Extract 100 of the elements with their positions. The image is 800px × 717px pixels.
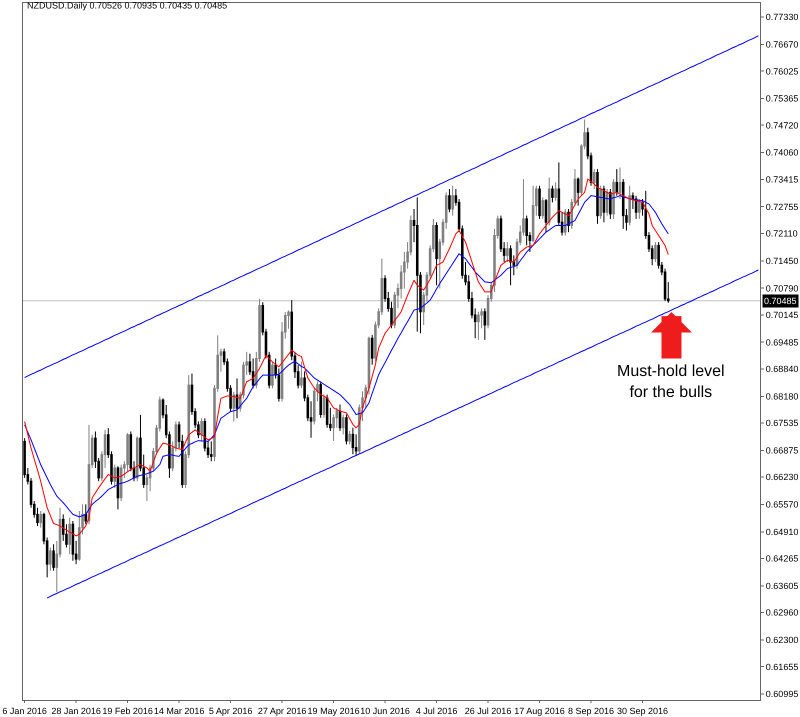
candlestick — [448, 188, 451, 213]
candlestick — [541, 196, 544, 220]
candlestick — [348, 430, 351, 445]
candlestick — [88, 424, 90, 525]
candlestick — [451, 185, 454, 216]
y-tick-label: 0.61655 — [766, 662, 798, 672]
candlestick — [616, 168, 618, 196]
candlestick — [509, 244, 512, 286]
x-tick-label: 5 Apr 2016 — [208, 706, 252, 716]
candlestick — [342, 414, 345, 435]
candlestick — [326, 394, 328, 428]
candlestick — [84, 504, 88, 525]
candlestick — [236, 378, 238, 419]
y-tick-label: 0.74060 — [766, 148, 798, 158]
y-tick-label: 0.63605 — [766, 580, 798, 591]
candlestick — [300, 360, 303, 388]
x-tick-label: 27 Apr 2016 — [258, 706, 306, 716]
x-tick-label: 28 Jan 2016 — [51, 706, 101, 716]
candlestick — [116, 466, 120, 510]
candlestick — [638, 198, 641, 220]
line-series — [46, 269, 759, 599]
candlestick — [592, 168, 596, 190]
chart-title: NZDUSD.Daily 0.70526 0.70935 0.70435 0.70485 — [27, 0, 228, 10]
candlestick — [352, 427, 354, 455]
x-tick-label: 17 Aug 2016 — [514, 706, 565, 716]
x-tick-label: 4 Jul 2016 — [416, 706, 458, 716]
candlestick — [338, 404, 342, 432]
candlestick — [538, 185, 541, 220]
candlestick — [39, 510, 42, 528]
candlestick — [68, 517, 71, 555]
candlestick — [606, 188, 608, 216]
x-tick-label: 10 Jun 2016 — [360, 706, 410, 716]
x-tick-label: 30 Sep 2016 — [617, 706, 668, 716]
y-tick-label: 0.72755 — [766, 202, 798, 212]
candlestick — [52, 544, 55, 572]
candlestick — [271, 361, 274, 389]
candlestick — [634, 195, 638, 220]
y-tick-label: 0.70790 — [766, 283, 798, 294]
candlestick — [628, 185, 631, 226]
candlestick — [554, 182, 557, 202]
candlestick — [506, 242, 509, 262]
candlestick — [548, 176, 550, 226]
y-tick-label: 0.62300 — [766, 635, 798, 646]
candlestick — [618, 167, 622, 200]
y-tick-label: 0.77330 — [766, 12, 798, 22]
candlestick — [477, 311, 480, 340]
y-tick-label: 0.65570 — [766, 500, 798, 510]
candlestick — [612, 178, 615, 220]
annotation: Must-hold level for the bulls — [617, 363, 725, 401]
candlestick — [435, 222, 438, 286]
candlestick — [484, 308, 486, 340]
y-tick-label: 0.75365 — [766, 94, 798, 104]
candlestick — [200, 418, 203, 442]
candlestick — [544, 198, 548, 233]
candlestick — [602, 185, 606, 223]
y-tick-label: 0.66875 — [766, 445, 798, 456]
y-tick-label: 0.67535 — [766, 418, 798, 428]
y-tick-label: 0.60995 — [766, 689, 798, 700]
y-tick-label: 0.71450 — [766, 256, 798, 266]
y-tick-label: 0.68180 — [766, 391, 798, 402]
y-tick-label: 0.76025 — [766, 66, 798, 76]
candlestick — [72, 520, 74, 562]
candlestick — [345, 414, 348, 445]
candlestick — [322, 394, 326, 418]
candlestick — [113, 464, 116, 488]
candlestick — [49, 547, 52, 572]
x-tick-label: 6 Jan 2016 — [2, 706, 47, 716]
line-series — [24, 35, 759, 378]
candlestick — [532, 185, 534, 243]
x-tick-label: 14 Mar 2016 — [154, 706, 204, 716]
y-tick-label: 0.64265 — [766, 554, 798, 564]
x-tick-label: 19 May 2016 — [308, 706, 360, 716]
candlestick — [596, 168, 599, 224]
x-tick-label: 8 Sep 2016 — [568, 706, 614, 716]
candlestick — [416, 196, 419, 332]
x-tick-label: 26 Jul 2016 — [464, 706, 512, 716]
y-tick-label: 0.62960 — [766, 608, 798, 618]
x-tick-label: 19 Feb 2016 — [102, 706, 153, 716]
candlestick — [319, 380, 322, 418]
y-tick-label: 0.68840 — [766, 364, 798, 374]
candlestick — [210, 440, 213, 462]
y-tick-label: 0.69485 — [766, 337, 798, 348]
candlestick — [622, 178, 625, 230]
y-tick-label: 0.64910 — [766, 526, 798, 537]
y-tick-label: 0.72110 — [766, 228, 798, 239]
candlestick — [576, 176, 580, 206]
candlestick — [370, 334, 374, 366]
candlestick — [232, 391, 236, 422]
y-tick-label: 0.76670 — [766, 40, 798, 50]
candlestick — [120, 464, 122, 502]
y-tick-label: 0.70145 — [766, 310, 798, 320]
ref-line-label: 0.70485 — [764, 296, 797, 306]
candlestick — [551, 185, 554, 203]
y-tick-label: 0.74720 — [766, 120, 798, 130]
y-tick-label: 0.66230 — [766, 472, 798, 482]
y-tick-label: 0.73415 — [766, 174, 798, 184]
candlestick — [564, 208, 567, 236]
candlestick — [599, 185, 602, 220]
candlestick — [609, 188, 612, 220]
candlestick — [136, 436, 139, 482]
